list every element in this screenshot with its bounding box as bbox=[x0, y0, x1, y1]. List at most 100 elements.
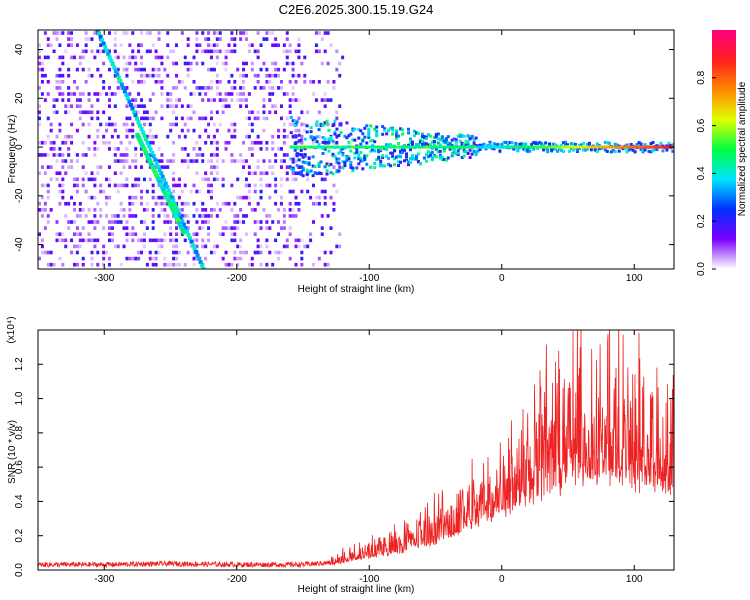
heatmap-cell bbox=[40, 140, 44, 145]
heatmap-cell bbox=[221, 177, 225, 182]
heatmap-cell bbox=[325, 172, 329, 176]
heatmap-cell bbox=[536, 145, 540, 149]
heatmap-cell bbox=[128, 165, 132, 169]
heatmap-cell bbox=[93, 177, 97, 182]
heatmap-cell bbox=[414, 157, 418, 161]
heatmap-cell bbox=[510, 141, 514, 145]
heatmap-cell bbox=[96, 116, 100, 121]
heatmap-cell bbox=[46, 183, 50, 188]
heatmap-cell bbox=[649, 145, 653, 149]
heatmap-cell bbox=[186, 250, 190, 255]
heatmap-cell bbox=[70, 92, 74, 96]
heatmap-cell bbox=[583, 145, 587, 149]
heatmap-cell bbox=[242, 214, 246, 218]
heatmap-cell bbox=[58, 238, 62, 243]
heatmap-cell bbox=[186, 104, 190, 108]
heatmap-cell bbox=[215, 165, 219, 169]
heatmap-cell bbox=[81, 92, 85, 96]
heatmap-cell bbox=[46, 153, 50, 157]
heatmap-cell bbox=[204, 214, 208, 218]
heatmap-cell bbox=[154, 201, 158, 206]
heatmap-cell bbox=[369, 145, 373, 149]
heatmap-cell bbox=[58, 232, 62, 237]
heatmap-cell bbox=[520, 145, 524, 149]
heatmap-cell bbox=[274, 61, 278, 66]
heatmap-cell bbox=[113, 244, 117, 249]
heatmap-cell bbox=[581, 148, 585, 152]
heatmap-cell bbox=[335, 67, 339, 72]
heatmap-cell bbox=[186, 43, 190, 48]
heatmap-cell bbox=[166, 31, 170, 35]
heatmap-cell bbox=[140, 104, 144, 108]
heatmap-cell bbox=[256, 159, 260, 163]
heatmap-cell bbox=[259, 220, 263, 224]
heatmap-cell bbox=[190, 25, 193, 29]
heatmap-cell bbox=[323, 49, 327, 54]
heatmap-cell bbox=[55, 159, 59, 163]
heatmap-cell bbox=[317, 49, 321, 54]
heatmap-cell bbox=[44, 25, 47, 29]
heatmap-cell bbox=[40, 153, 44, 157]
heatmap-cell bbox=[157, 67, 161, 72]
heatmap-cell bbox=[379, 145, 383, 149]
heatmap-cell bbox=[78, 92, 82, 96]
heatmap-cell bbox=[151, 214, 155, 218]
heatmap-cell bbox=[70, 220, 74, 224]
heatmap-cell bbox=[157, 195, 161, 200]
heatmap-cell bbox=[597, 143, 601, 147]
heatmap-cell bbox=[301, 145, 305, 149]
heatmap-cell bbox=[110, 62, 115, 67]
heatmap-cell bbox=[151, 183, 155, 188]
heatmap-cell bbox=[294, 79, 298, 84]
heatmap-cell bbox=[472, 149, 476, 153]
heatmap-cell bbox=[301, 174, 305, 178]
heatmap-cell bbox=[329, 145, 333, 149]
heatmap-cell bbox=[393, 157, 397, 161]
heatmap-cell bbox=[399, 145, 403, 149]
x-tick-label: -100 bbox=[359, 574, 379, 585]
heatmap-cell bbox=[38, 232, 41, 237]
heatmap-cell bbox=[262, 104, 266, 108]
heatmap-cell bbox=[387, 128, 391, 132]
heatmap-cell bbox=[314, 31, 318, 35]
heatmap-cell bbox=[568, 145, 571, 149]
heatmap-cell bbox=[67, 86, 71, 90]
heatmap-cell bbox=[516, 149, 520, 153]
heatmap-cell bbox=[189, 61, 193, 66]
heatmap-cell bbox=[247, 201, 251, 206]
heatmap-cell bbox=[239, 98, 243, 102]
heatmap-cell bbox=[448, 142, 452, 146]
heatmap-cell bbox=[478, 147, 482, 151]
heatmap-cell bbox=[102, 79, 106, 84]
heatmap-cell bbox=[224, 140, 228, 145]
heatmap-cell bbox=[285, 244, 289, 249]
heatmap-cell bbox=[195, 140, 199, 145]
heatmap-cell bbox=[512, 147, 516, 151]
heatmap-cell bbox=[285, 177, 289, 182]
heatmap-cell bbox=[218, 208, 222, 212]
heatmap-cell bbox=[134, 165, 138, 169]
heatmap-cell bbox=[625, 145, 629, 149]
heatmap-cell bbox=[67, 37, 71, 41]
heatmap-cell bbox=[195, 86, 199, 90]
heatmap-cell bbox=[183, 159, 187, 163]
heatmap-cell bbox=[137, 238, 141, 243]
heatmap-cell bbox=[299, 172, 303, 176]
heatmap-cell bbox=[186, 61, 190, 66]
heatmap-cell bbox=[412, 156, 416, 160]
heatmap-cell bbox=[653, 145, 657, 149]
heatmap-cell bbox=[209, 214, 213, 218]
heatmap-cell bbox=[438, 149, 442, 153]
heatmap-cell bbox=[239, 256, 243, 261]
heatmap-cell bbox=[140, 189, 144, 194]
heatmap-cell bbox=[671, 143, 674, 147]
heatmap-cell bbox=[268, 79, 272, 84]
heatmap-cell bbox=[145, 226, 149, 230]
heatmap-cell bbox=[151, 262, 155, 267]
heatmap-cell bbox=[142, 133, 147, 138]
heatmap-cell bbox=[113, 147, 117, 151]
heatmap-cell bbox=[347, 155, 351, 159]
heatmap-cell bbox=[277, 67, 281, 72]
heatmap-cell bbox=[109, 58, 114, 63]
heatmap-cell bbox=[332, 208, 336, 212]
